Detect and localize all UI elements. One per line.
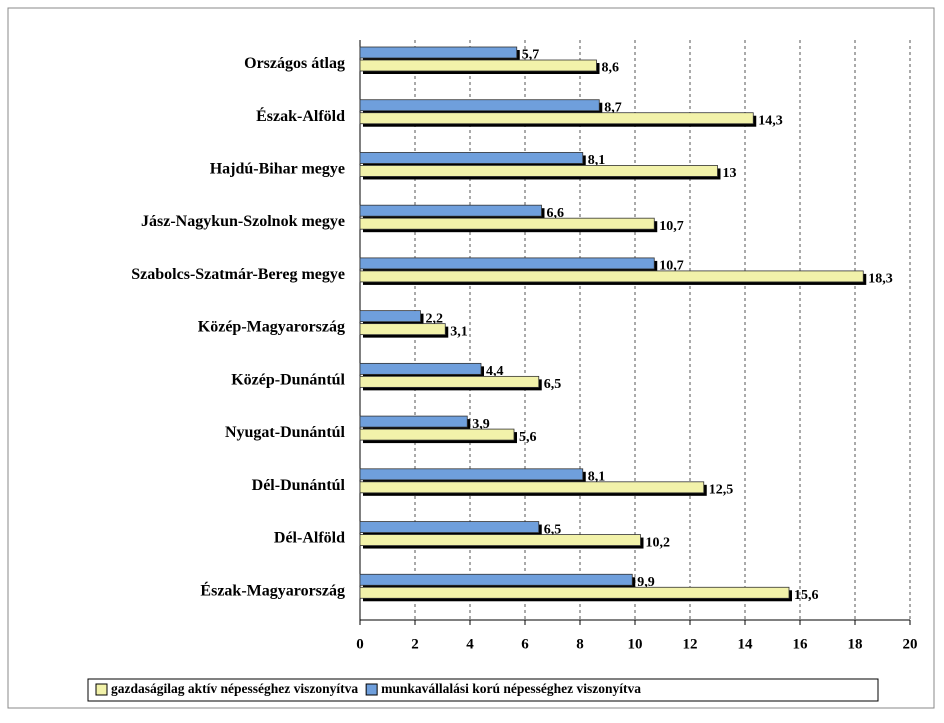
bar [359, 586, 790, 599]
bar [359, 310, 421, 323]
value-label: 18,3 [868, 272, 893, 287]
bar [359, 415, 468, 428]
bar [359, 59, 597, 72]
value-label: 10,2 [646, 535, 671, 550]
bar [359, 323, 446, 336]
category-label: Országos átlag [244, 55, 345, 72]
x-tick-label: 0 [356, 636, 364, 652]
value-label: 10,7 [659, 259, 684, 274]
x-tick-label: 12 [683, 636, 698, 652]
legend-swatch [95, 683, 108, 696]
bar [359, 99, 600, 112]
x-tick-label: 8 [576, 636, 584, 652]
x-tick-label: 18 [848, 636, 863, 652]
category-label: Dél-Alföld [274, 530, 345, 547]
value-label: 6,6 [547, 206, 565, 221]
legend-box [87, 678, 879, 702]
category-label: Közép-Magyarország [198, 319, 345, 336]
bar [359, 362, 482, 375]
category-label: Hajdú-Bihar megye [210, 160, 345, 177]
bar [359, 375, 540, 388]
category-label: Jász-Nagykun-Szolnok megye [141, 213, 345, 230]
x-tick-label: 20 [903, 636, 918, 652]
legend-label: munkavállalási korú népességhez viszonyí… [381, 681, 641, 696]
category-label: Észak-Magyarország [200, 580, 345, 599]
legend-label: gazdaságilag aktív népességhez viszonyít… [111, 681, 358, 696]
bar [359, 521, 540, 533]
x-tick-label: 6 [521, 636, 529, 652]
value-label: 13 [723, 166, 737, 181]
value-label: 3,9 [472, 417, 490, 432]
value-label: 15,6 [794, 588, 819, 603]
value-label: 5,6 [519, 430, 537, 445]
value-label: 8,6 [602, 61, 620, 76]
category-label: Észak-Alföld [256, 106, 345, 125]
bar [359, 270, 864, 283]
bar [359, 257, 655, 270]
bar [359, 428, 515, 441]
value-label: 10,7 [659, 219, 684, 234]
legend-swatch [365, 683, 378, 696]
value-label: 12,5 [709, 483, 734, 498]
bar [359, 573, 633, 586]
bar [359, 534, 641, 546]
bar [359, 217, 655, 230]
x-tick-label: 10 [628, 636, 643, 652]
x-tick-label: 16 [793, 636, 809, 652]
value-label: 5,7 [522, 48, 540, 63]
bar [359, 112, 754, 125]
value-label: 6,5 [544, 377, 562, 392]
x-tick-label: 14 [738, 636, 754, 652]
bar [359, 152, 584, 164]
category-label: Szabolcs-Szatmár-Bereg megye [131, 266, 345, 283]
bar [359, 165, 718, 177]
value-label: 9,9 [637, 575, 655, 590]
x-tick-label: 2 [411, 636, 419, 652]
bar [359, 46, 518, 59]
category-label: Nyugat-Dunántúl [225, 424, 346, 441]
category-label: Dél-Dunántúl [252, 477, 346, 494]
bar [359, 481, 705, 494]
value-label: 8,7 [604, 100, 622, 115]
bar [359, 204, 542, 217]
x-tick-label: 4 [466, 636, 474, 652]
value-label: 8,1 [588, 153, 606, 168]
bar [359, 468, 584, 481]
value-label: 2,2 [426, 311, 444, 326]
value-label: 3,1 [450, 324, 468, 339]
value-label: 8,1 [588, 470, 606, 485]
value-label: 4,4 [486, 364, 504, 379]
value-label: 6,5 [544, 522, 562, 537]
value-label: 14,3 [758, 113, 783, 128]
category-label: Közép-Dunántúl [231, 371, 345, 388]
